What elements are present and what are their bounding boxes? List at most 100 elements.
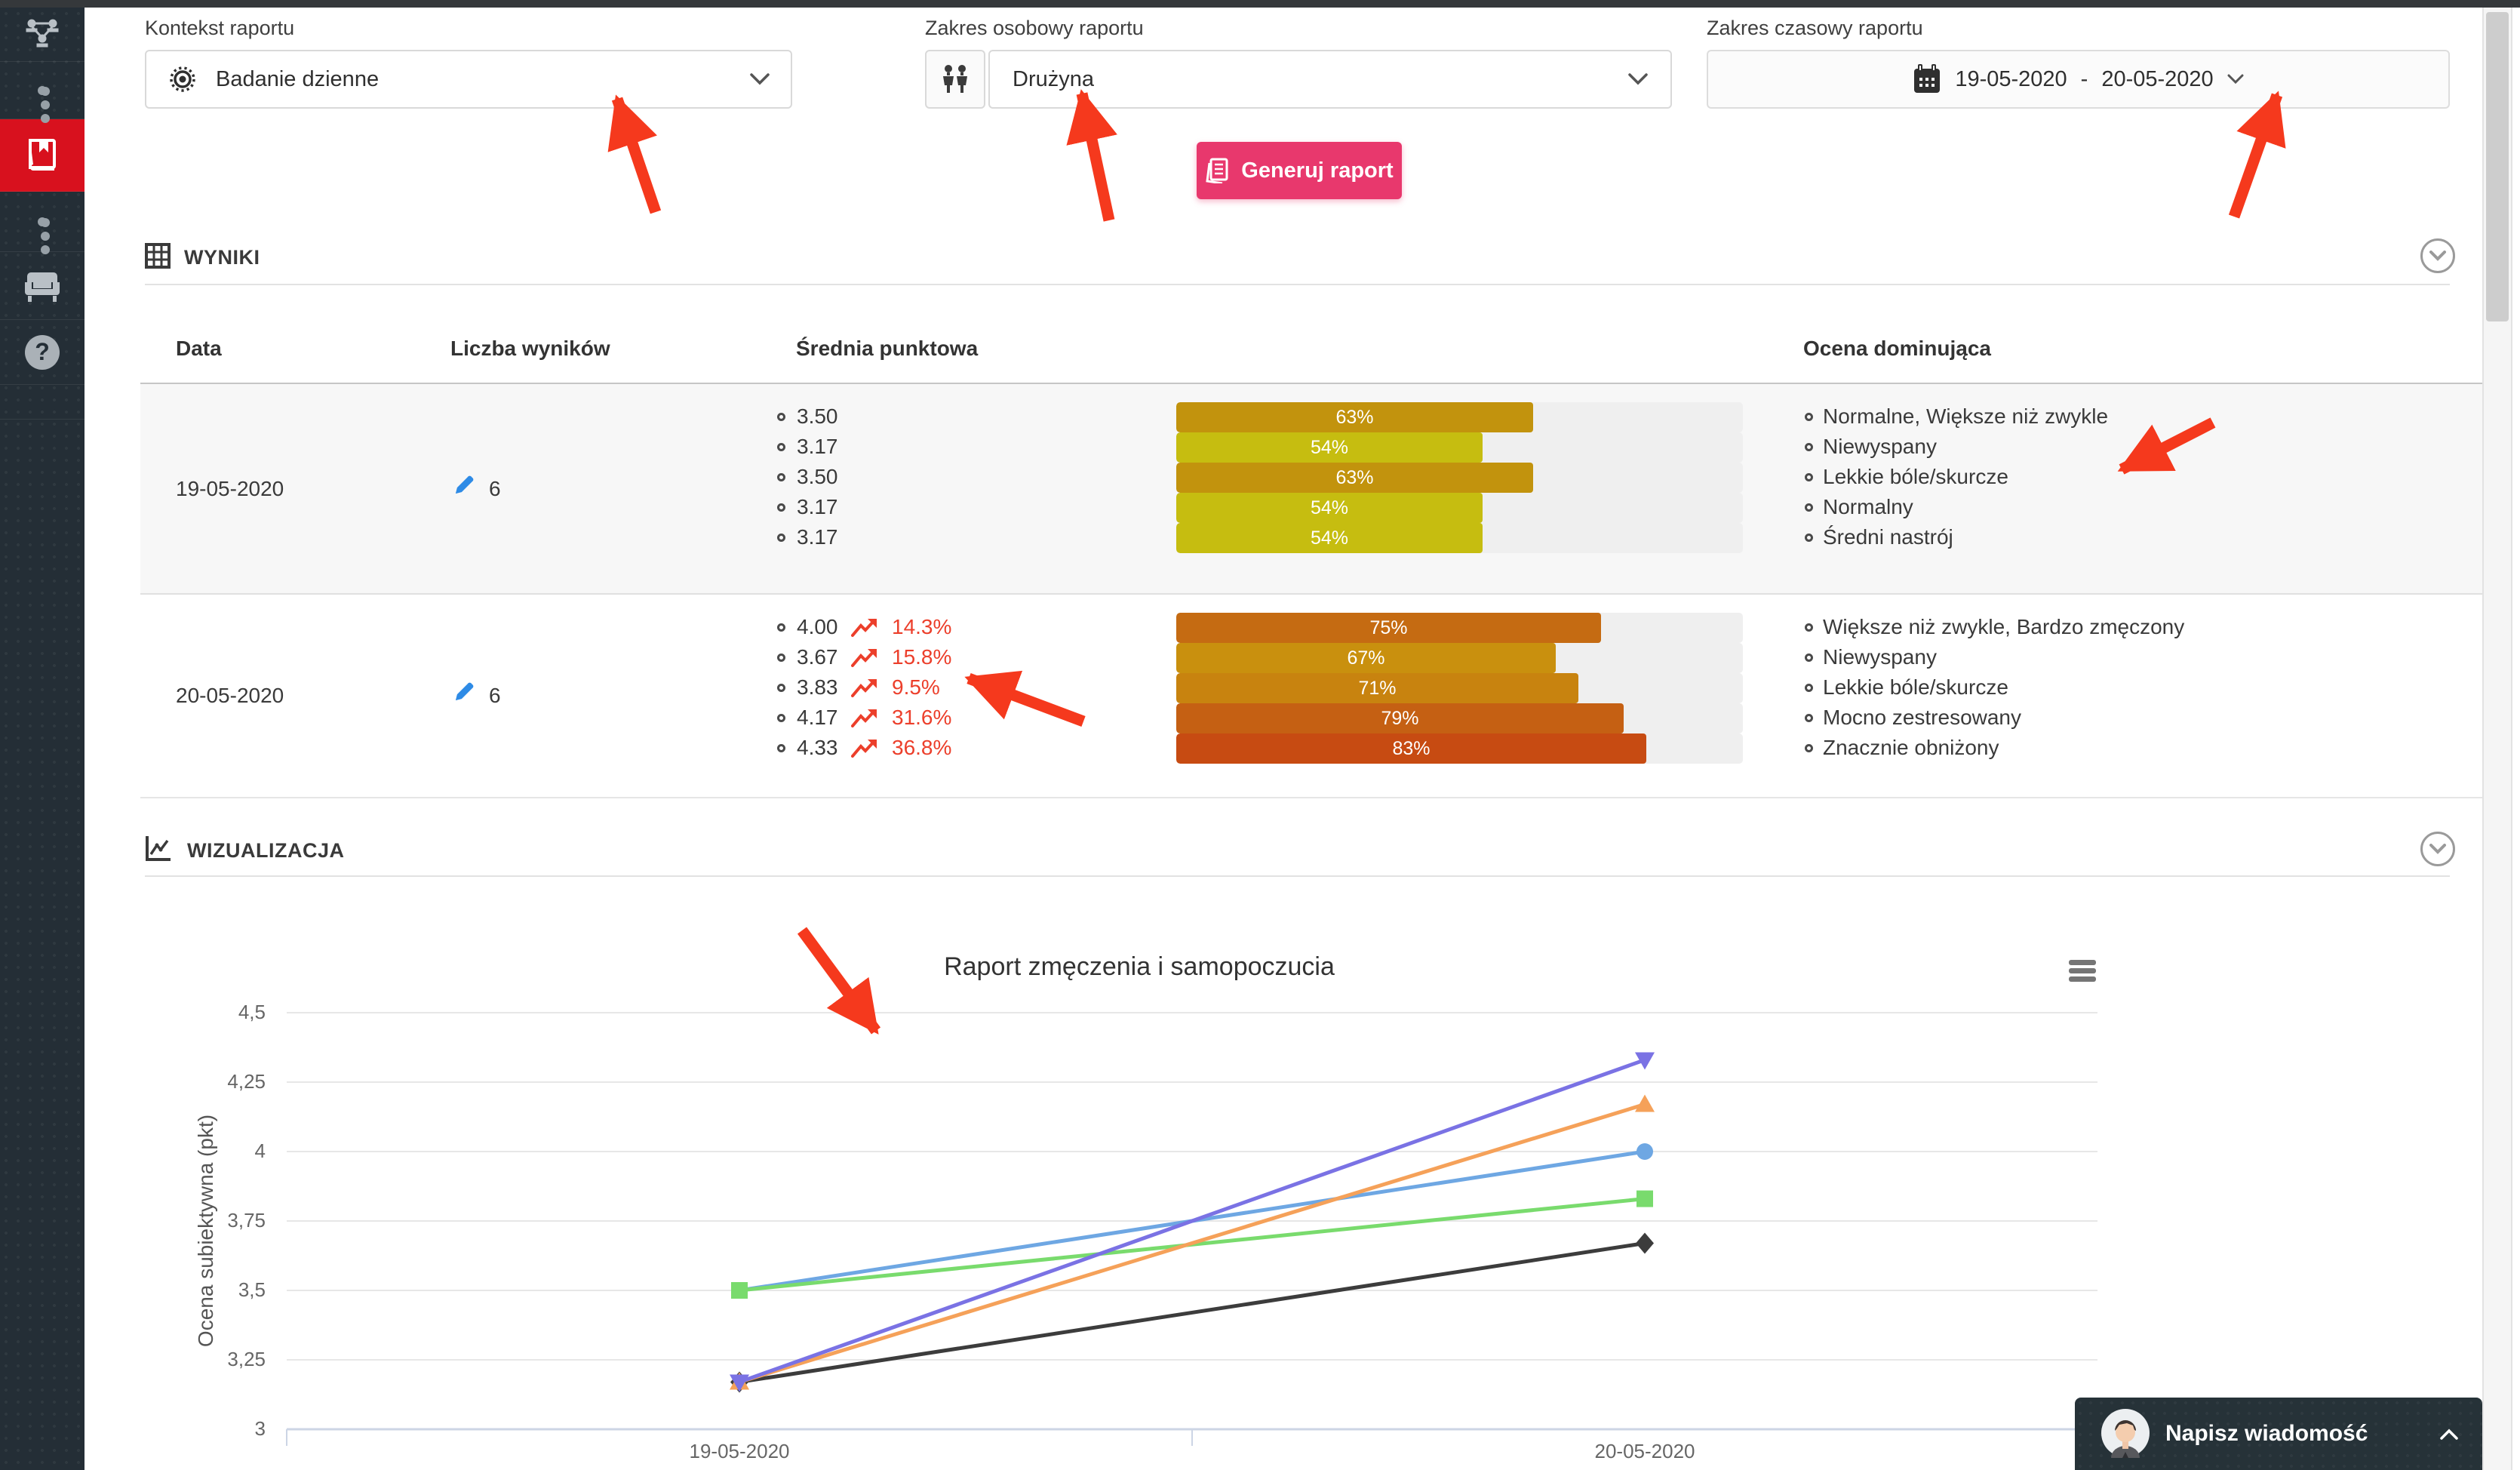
edit-icon[interactable] [453,681,475,703]
report-icon [1205,158,1229,183]
rating-bullet [1805,413,1813,421]
date-range-picker[interactable]: 19-05-2020 - 20-05-2020 [1707,50,2450,109]
context-select[interactable]: Badanie dzienne [145,50,792,109]
score-bar-label: 75% [1369,617,1408,638]
trend-percent: 9.5% [892,675,940,699]
column-header-dominant: Ocena dominująca [1803,337,1991,360]
score-bar-fill: 71% [1176,673,1578,703]
y-axis-tick-label: 4 [254,1139,266,1162]
row-divider [140,593,2482,595]
rating-bullet [1805,714,1813,722]
question-icon: ? [25,334,60,370]
personal-scope-select[interactable]: Drużyna [988,50,1672,109]
score-bar-track: 79% [1176,703,1743,733]
chart-menu-button[interactable] [2069,960,2096,985]
score-bar-fill: 54% [1176,493,1483,523]
sidebar-item-lounge[interactable] [0,252,85,320]
column-header-count: Liczba wyników [450,337,610,360]
date-from: 19-05-2020 [1955,66,2067,91]
metric-bullet [777,473,785,481]
row-date: 19-05-2020 [176,477,284,500]
rating-bullet [1805,443,1813,451]
score-bar-track: 75% [1176,613,1743,643]
score-bar-label: 54% [1310,497,1349,518]
score-bar-fill: 83% [1176,733,1646,764]
metric-bullet [777,684,785,692]
y-axis-tick-label: 4,5 [238,1001,266,1023]
score-bar-label: 71% [1358,677,1397,699]
y-axis-tick-label: 3,75 [227,1209,266,1232]
metric-value: 3.83 [797,675,838,699]
rating-bullet [1805,684,1813,692]
personal-scope-icon-box [925,50,985,109]
generate-report-button[interactable]: Generuj raport [1197,142,1402,199]
chat-widget[interactable]: Napisz wiadomość [2075,1398,2482,1470]
metric-bullet [777,623,785,632]
chevron-down-icon [1628,73,1648,85]
dominant-rating: Średni nastrój [1823,525,1953,549]
score-bar-fill: 54% [1176,432,1483,463]
metric-value: 4.17 [797,706,838,729]
score-bar-track: 54% [1176,432,1743,463]
score-bar-label: 54% [1310,436,1349,458]
team-icon [939,63,972,96]
edit-icon[interactable] [453,474,475,497]
sidebar-item-reports-active[interactable] [0,119,85,192]
scrollbar[interactable] [2482,8,2512,1470]
sidebar-item-structure[interactable] [0,8,85,62]
trend-up-icon [851,738,880,759]
rating-bullet [1805,623,1813,632]
dominant-rating: Normalne, Większe niż zwykle [1823,404,2109,428]
x-axis-tick-label: 19-05-2020 [689,1440,790,1462]
row-count: 6 [489,477,501,500]
y-axis-tick-label: 4,25 [227,1070,266,1093]
score-bar-label: 54% [1310,527,1349,549]
trend-percent: 31.6% [892,706,952,729]
score-bar-label: 63% [1335,406,1374,428]
y-axis-tick-label: 3 [254,1417,266,1440]
chevron-down-icon [750,73,770,85]
collapse-visualization-button[interactable] [2420,832,2455,866]
metric-value: 4.33 [797,736,838,759]
rating-bullet [1805,744,1813,752]
avatar [2101,1408,2150,1458]
sidebar-spacer [0,385,85,420]
ellipsis-icon [38,85,50,123]
dominant-rating: Większe niż zwykle, Bardzo zmęczony [1823,615,2185,638]
score-bar-track: 83% [1176,733,1743,764]
sidebar: ? [0,8,85,1470]
score-bar-label: 83% [1392,737,1431,759]
metric-bullet [777,413,785,421]
context-filter-label: Kontekst raportu [145,17,295,39]
trend-up-icon [851,678,880,699]
metric-value: 3.50 [797,465,838,488]
metric-value: 3.17 [797,525,838,549]
score-bar-track: 71% [1176,673,1743,703]
chevron-down-icon [2227,74,2244,85]
dominant-rating: Znacznie obniżony [1823,736,1999,759]
y-axis-tick-label: 3,25 [227,1348,266,1370]
chevron-up-icon [2440,1428,2458,1440]
dominant-rating: Niewyspany [1823,645,1937,669]
ellipsis-icon [38,217,50,254]
personal-filter-label: Zakres osobowy raportu [925,17,1144,39]
metric-value: 3.17 [797,495,838,518]
dominant-rating: Normalny [1823,495,1913,518]
metric-value: 4.00 [797,615,838,638]
trend-up-icon [851,647,880,669]
score-bar-fill: 63% [1176,402,1533,432]
metric-bullet [777,443,785,451]
collapse-results-button[interactable] [2420,238,2455,273]
x-axis-tick-label: 20-05-2020 [1594,1440,1695,1462]
scrollbar-thumb[interactable] [2486,12,2509,321]
book-icon [23,136,62,175]
trend-up-icon [851,617,880,638]
table-header-border [140,383,2482,384]
sidebar-item-more-top[interactable] [0,62,85,123]
score-bar-fill: 67% [1176,643,1556,673]
time-filter-label: Zakres czasowy raportu [1707,17,1923,39]
sidebar-item-more-bottom[interactable] [0,192,85,254]
row-divider [140,797,2482,798]
sidebar-item-help[interactable]: ? [0,320,85,385]
score-bar-track: 54% [1176,523,1743,553]
